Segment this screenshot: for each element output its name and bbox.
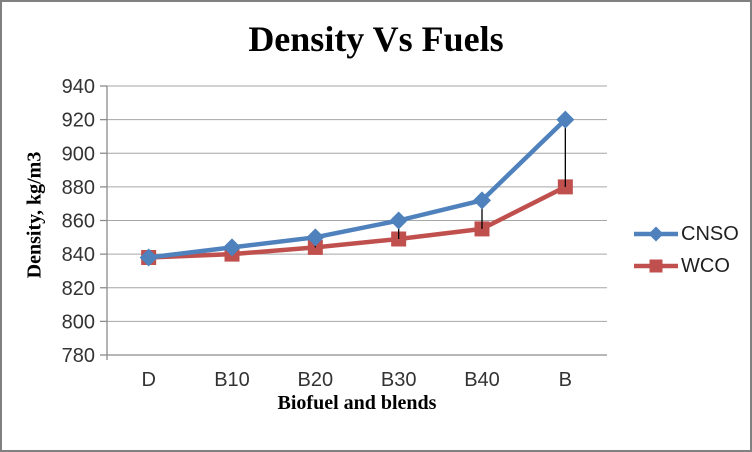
marker-diamond-cnso (556, 110, 575, 129)
x-tick-label: B20 (298, 369, 334, 391)
legend-label-cnso: CNSO (681, 222, 739, 245)
marker-diamond-cnso (139, 248, 158, 267)
chart-title: Density Vs Fuels (248, 19, 504, 59)
marker-diamond-cnso (306, 228, 325, 247)
y-tick-label: 940 (62, 76, 95, 98)
y-tick-label: 780 (62, 345, 95, 367)
series-line-cnso (148, 118, 567, 260)
wco-line-square-icon (634, 259, 678, 273)
cnso-line-diamond-icon (634, 226, 678, 242)
y-tick-label: 900 (62, 143, 95, 165)
legend-label-wco: WCO (681, 254, 730, 277)
x-tick-label: B30 (381, 369, 417, 391)
x-axis-title: Biofuel and blends (277, 392, 437, 414)
y-tick-label: 880 (62, 177, 95, 199)
y-tick-label: 820 (62, 278, 95, 300)
legend-entry-cnso: CNSO (633, 222, 739, 246)
y-tick-label: 840 (62, 244, 95, 266)
marker-diamond-cnso (389, 211, 408, 230)
marker-diamond-cnso (473, 191, 491, 210)
series-line-wco (148, 184, 567, 260)
legend: CNSO WCO (633, 222, 739, 278)
y-tick-label: 920 (62, 110, 95, 132)
x-tick-label: B10 (214, 369, 250, 391)
marker-diamond-cnso (223, 238, 241, 257)
x-tick-label: B (559, 369, 572, 391)
x-tick-label: B40 (464, 369, 500, 391)
y-tick-label: 860 (62, 211, 95, 233)
legend-entry-wco: WCO (633, 254, 739, 278)
y-tick-label: 800 (62, 311, 95, 333)
x-tick-label: D (141, 369, 155, 391)
